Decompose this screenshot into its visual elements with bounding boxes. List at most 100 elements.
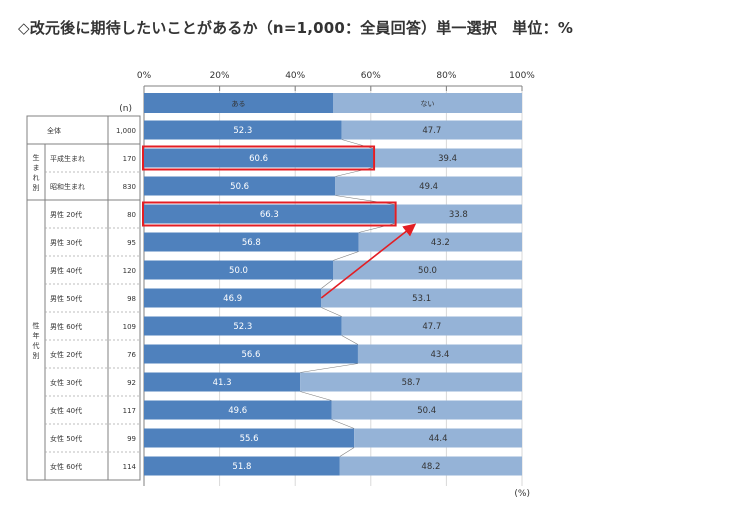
- value-label-no: 50.4: [417, 406, 436, 416]
- value-label-yes: 56.8: [242, 238, 261, 248]
- value-label-no: 50.0: [418, 266, 437, 276]
- row-n: 80: [127, 211, 136, 219]
- row-label: 男性 50代: [50, 294, 82, 303]
- highlight-box: [142, 201, 397, 227]
- value-label-yes: 52.3: [233, 322, 252, 332]
- value-label-no: 53.1: [412, 294, 431, 304]
- value-label-yes: 50.6: [230, 182, 249, 192]
- row-label: 平成生まれ: [50, 154, 85, 163]
- value-label-no: 58.7: [402, 378, 421, 388]
- row-label: 男性 40代: [50, 266, 82, 275]
- value-label-no: 43.4: [431, 350, 450, 360]
- row-n: 830: [123, 183, 136, 191]
- row-n: 1,000: [116, 127, 136, 135]
- bar-no: [331, 400, 522, 420]
- series-connector: [321, 279, 334, 289]
- bar-yes: [144, 288, 322, 308]
- n-header: (n): [119, 104, 132, 114]
- row-n: 114: [123, 463, 137, 471]
- value-label-no: 49.4: [419, 182, 438, 192]
- bar-yes: [144, 120, 342, 140]
- value-label-no: 39.4: [438, 154, 457, 164]
- chart-title: ◇改元後に期待したいことがあるか（n=1,000：全員回答）単一選択 単位：%: [18, 19, 574, 37]
- bar-no: [341, 120, 522, 140]
- x-tick-label: 40%: [285, 71, 305, 81]
- group-label-char: 別: [33, 183, 40, 192]
- series-connector: [339, 447, 355, 457]
- value-label-yes: 50.0: [229, 266, 248, 276]
- row-label: 男性 20代: [50, 210, 82, 219]
- bar-no: [321, 288, 522, 308]
- value-label-yes: 55.6: [240, 434, 259, 444]
- series-connector: [332, 251, 359, 261]
- bar-no: [373, 148, 522, 168]
- legend-bar-no: [333, 93, 522, 113]
- bar-yes: [144, 148, 374, 168]
- group-label-char: 年: [33, 331, 40, 340]
- bar-no: [354, 428, 522, 448]
- bar-no: [357, 344, 522, 364]
- bar-no: [341, 316, 522, 336]
- table-frame: [26, 115, 141, 481]
- bar-yes: [144, 260, 333, 280]
- x-tick-label: 60%: [361, 71, 381, 81]
- row-label: 女性 30代: [50, 378, 82, 387]
- row-label: 女性 60代: [50, 462, 82, 471]
- row-label: 女性 20代: [50, 350, 82, 359]
- group-label-char: 生: [33, 153, 40, 162]
- trend-arrow: [320, 223, 417, 299]
- row-n: 117: [123, 407, 136, 415]
- value-label-no: 47.7: [422, 322, 441, 332]
- value-label-yes: 66.3: [260, 210, 279, 220]
- value-label-no: 47.7: [422, 126, 441, 136]
- bar-yes: [144, 400, 332, 420]
- bar-yes: [144, 316, 342, 336]
- bar-no: [333, 260, 522, 280]
- group-label-char: 代: [33, 341, 40, 350]
- bars: ある ない 52.3 47.7 60.6 39.4 50.6 49.4 66.3 33.8 56.8…: [144, 93, 522, 476]
- bar-yes: [144, 456, 340, 476]
- x-tick-label: 0%: [137, 71, 152, 81]
- bar-no: [339, 456, 522, 476]
- legend-label-yes: ある: [232, 100, 246, 108]
- unit-label: (%): [514, 489, 530, 499]
- row-n: 170: [123, 155, 136, 163]
- row-label: 女性 40代: [50, 406, 82, 415]
- value-label-yes: 52.3: [233, 126, 252, 136]
- value-label-yes: 60.6: [249, 154, 268, 164]
- bar-yes: [144, 232, 359, 252]
- bar-yes: [144, 176, 336, 196]
- row-n: 120: [123, 267, 136, 275]
- row-label: 女性 50代: [50, 434, 82, 443]
- group-label-char: 性: [33, 321, 40, 330]
- bar-no: [300, 372, 522, 392]
- legend-label-no: ない: [421, 100, 435, 108]
- highlight-box: [142, 145, 376, 171]
- value-label-no: 44.4: [429, 434, 448, 444]
- series-connector: [331, 419, 355, 429]
- bar-yes: [144, 204, 395, 224]
- group-label-char: 別: [33, 351, 40, 360]
- group-label-char: ま: [33, 164, 40, 172]
- row-label: 昭和生まれ: [50, 182, 85, 191]
- bar-yes: [144, 344, 358, 364]
- row-label: 男性 60代: [50, 322, 82, 331]
- row-label: 男性 30代: [50, 238, 82, 247]
- row-n: 99: [127, 435, 136, 443]
- value-label-no: 43.2: [431, 238, 450, 248]
- group-label-char: れ: [33, 174, 40, 182]
- series-connector: [341, 335, 359, 345]
- bar-yes: [144, 372, 301, 392]
- row-n: 76: [127, 351, 136, 359]
- value-label-no: 48.2: [421, 462, 440, 472]
- series-connector: [321, 307, 342, 317]
- bar-no: [394, 204, 522, 224]
- annotations: (%): [142, 145, 530, 499]
- legend-bar-yes: [144, 93, 333, 113]
- value-label-yes: 46.9: [223, 294, 242, 304]
- x-tick-label: 80%: [436, 71, 456, 81]
- value-label-yes: 49.6: [228, 406, 247, 416]
- value-label-no: 33.8: [449, 210, 468, 220]
